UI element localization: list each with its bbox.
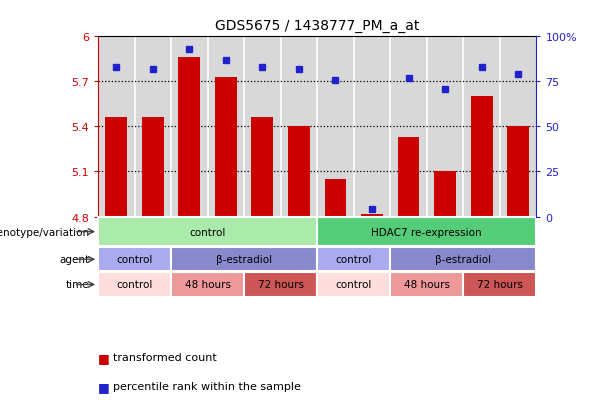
Bar bbox=[318, 273, 390, 297]
Text: 72 hours: 72 hours bbox=[257, 280, 303, 290]
Text: ■: ■ bbox=[98, 380, 110, 393]
Bar bbox=[361, 214, 383, 217]
Text: control: control bbox=[335, 254, 372, 265]
Bar bbox=[390, 273, 463, 297]
Text: ■: ■ bbox=[98, 351, 110, 364]
Bar bbox=[251, 118, 273, 217]
Bar bbox=[463, 273, 536, 297]
Text: transformed count: transformed count bbox=[113, 352, 217, 362]
Bar bbox=[171, 247, 318, 272]
Text: 48 hours: 48 hours bbox=[404, 280, 450, 290]
Text: β-estradiol: β-estradiol bbox=[216, 254, 272, 265]
Text: control: control bbox=[116, 254, 153, 265]
Bar bbox=[471, 97, 493, 217]
Text: HDAC7 re-expression: HDAC7 re-expression bbox=[371, 227, 482, 237]
Bar bbox=[98, 247, 171, 272]
Bar bbox=[178, 58, 200, 217]
Text: control: control bbox=[189, 227, 226, 237]
Bar bbox=[244, 273, 318, 297]
Text: percentile rank within the sample: percentile rank within the sample bbox=[113, 381, 301, 391]
Text: genotype/variation: genotype/variation bbox=[0, 227, 89, 237]
Title: GDS5675 / 1438777_PM_a_at: GDS5675 / 1438777_PM_a_at bbox=[215, 19, 419, 33]
Bar bbox=[171, 273, 244, 297]
Bar bbox=[324, 180, 346, 217]
Bar bbox=[215, 78, 237, 217]
Bar bbox=[105, 118, 128, 217]
Bar bbox=[318, 247, 390, 272]
Text: control: control bbox=[116, 280, 153, 290]
Bar bbox=[390, 247, 536, 272]
Text: β-estradiol: β-estradiol bbox=[435, 254, 492, 265]
Bar bbox=[318, 218, 536, 247]
Text: 48 hours: 48 hours bbox=[185, 280, 230, 290]
Text: time: time bbox=[66, 280, 89, 290]
Bar bbox=[434, 172, 456, 217]
Bar bbox=[142, 118, 164, 217]
Text: 72 hours: 72 hours bbox=[477, 280, 523, 290]
Text: control: control bbox=[335, 280, 372, 290]
Bar bbox=[98, 273, 171, 297]
Text: agent: agent bbox=[59, 254, 89, 265]
Bar bbox=[288, 127, 310, 217]
Bar bbox=[398, 138, 419, 217]
Bar bbox=[98, 218, 318, 247]
Bar bbox=[507, 127, 529, 217]
